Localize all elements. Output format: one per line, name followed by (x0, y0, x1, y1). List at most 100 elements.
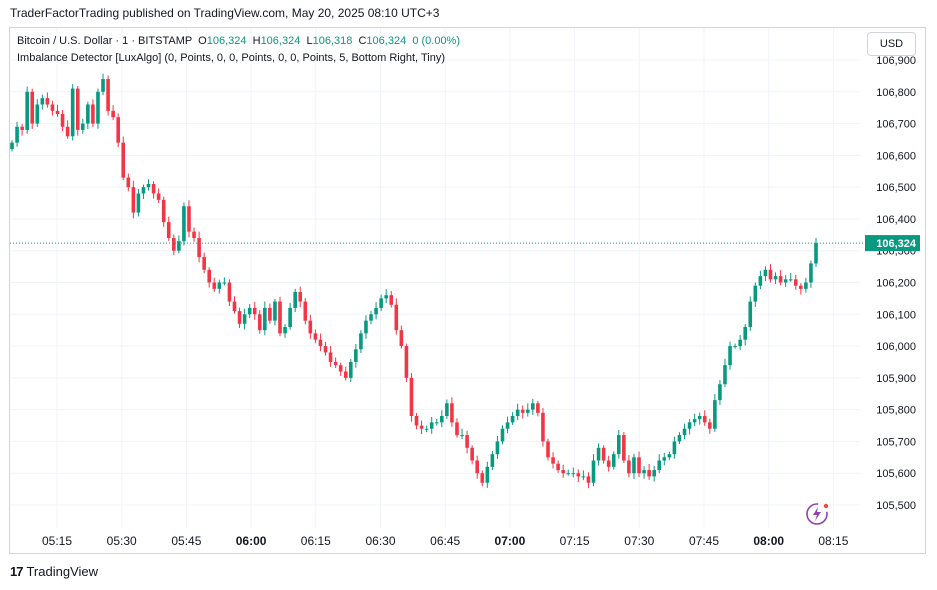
candle-body (379, 298, 383, 308)
candle-body (222, 282, 227, 284)
candle-body (637, 457, 641, 474)
chart-frame (9, 27, 926, 554)
candle-body (197, 238, 201, 258)
low-value: 106,318 (312, 35, 353, 47)
candle-body (389, 295, 394, 305)
candle-body (303, 301, 308, 321)
candle-body (146, 183, 151, 188)
candle-body (399, 330, 404, 347)
candle-body (601, 447, 606, 461)
y-tick-label: 106,800 (876, 87, 916, 99)
candle-body (728, 346, 732, 366)
candle-body (338, 365, 343, 372)
candle-body (182, 206, 186, 242)
candle-body (252, 307, 257, 315)
candle-body (627, 460, 631, 474)
candle-body (576, 473, 581, 477)
candle-body (308, 320, 313, 334)
low-label: L (306, 35, 313, 47)
candle-body (586, 476, 591, 483)
candle-body (490, 454, 495, 467)
price-axis[interactable]: 105,500 105,600 105,700 105,800 105,900 106,0… (876, 55, 916, 512)
candles (10, 73, 818, 489)
candle-body (733, 346, 737, 348)
candle-body (374, 307, 378, 315)
candle-body (156, 193, 161, 200)
open-value: 106,324 (206, 35, 247, 47)
x-tick-label: 07:00 (495, 534, 526, 548)
candle-body (465, 435, 469, 448)
candle-body (677, 435, 682, 442)
currency-button[interactable]: USD (867, 32, 916, 56)
candle-body (10, 142, 14, 149)
candle-body (616, 435, 621, 455)
candle-body (606, 460, 611, 467)
candle-body (237, 311, 242, 324)
candle-body (738, 339, 742, 347)
candle-body (419, 425, 424, 429)
candle-body (101, 79, 105, 92)
y-tick-label: 106,000 (876, 341, 916, 353)
candle-body (505, 422, 510, 429)
time-axis[interactable]: 05:15 05:30 05:45 06:00 06:15 06:30 06:45 07:00… (42, 534, 849, 548)
candle-body (91, 104, 95, 124)
candle-body (809, 263, 813, 283)
symbol-name: Bitcoin / U.S. Dollar · 1 · BITSTAMP (17, 35, 193, 47)
candle-body (556, 463, 560, 471)
candle-body (116, 117, 120, 143)
candle-body (596, 447, 601, 461)
candle-body (369, 314, 373, 321)
candle-body (45, 98, 50, 105)
candle-body (799, 285, 803, 289)
candle-body (106, 79, 110, 111)
y-tick-label: 106,500 (876, 182, 916, 194)
candle-body (333, 361, 338, 366)
x-tick-label: 06:45 (430, 534, 460, 548)
candle-body (166, 222, 171, 238)
candle-body (227, 282, 232, 302)
symbol-legend[interactable]: Bitcoin / U.S. Dollar · 1 · BITSTAMP O10… (17, 35, 460, 47)
y-tick-label: 105,900 (876, 373, 916, 385)
candle-body (283, 327, 287, 334)
candle-body (515, 409, 520, 416)
candle-body (788, 279, 793, 281)
candle-body (743, 327, 748, 340)
candle-body (323, 346, 328, 353)
candle-body (485, 466, 490, 483)
candle-body (622, 435, 626, 461)
candle-body (40, 98, 45, 105)
x-tick-label: 06:00 (236, 534, 267, 548)
candle-body (566, 473, 571, 475)
candle-body (561, 470, 565, 474)
lux-lightning-icon[interactable] (804, 501, 830, 527)
y-tick-label: 105,600 (876, 468, 916, 480)
y-tick-label: 105,800 (876, 405, 916, 417)
candle-body (212, 282, 217, 289)
candle-body (202, 257, 206, 270)
x-tick-label: 06:15 (301, 534, 331, 548)
publisher-line: TraderFactorTrading published on Trading… (10, 6, 440, 20)
candle-body (773, 276, 778, 280)
footer-brand[interactable]: 17 TradingView (10, 564, 98, 579)
candle-body (131, 187, 136, 213)
candle-body (293, 292, 297, 308)
candle-body (111, 110, 115, 118)
high-value: 106,324 (260, 35, 301, 47)
candle-body (763, 269, 768, 277)
candle-body (520, 409, 525, 413)
candle-body (718, 384, 722, 401)
candle-body (470, 447, 474, 461)
candle-body (232, 301, 237, 312)
x-tick-label: 08:00 (753, 534, 784, 548)
candle-body (126, 177, 131, 188)
y-tick-label: 106,200 (876, 278, 916, 290)
candle-body (187, 206, 191, 232)
candle-body (450, 403, 454, 423)
indicator-legend[interactable]: Imbalance Detector [LuxAlgo] (0, Points,… (17, 52, 445, 64)
candle-body (30, 91, 35, 124)
x-tick-label: 07:30 (624, 534, 654, 548)
y-tick-label: 106,900 (876, 55, 916, 67)
candle-body (348, 361, 353, 378)
candle-body (455, 422, 459, 436)
